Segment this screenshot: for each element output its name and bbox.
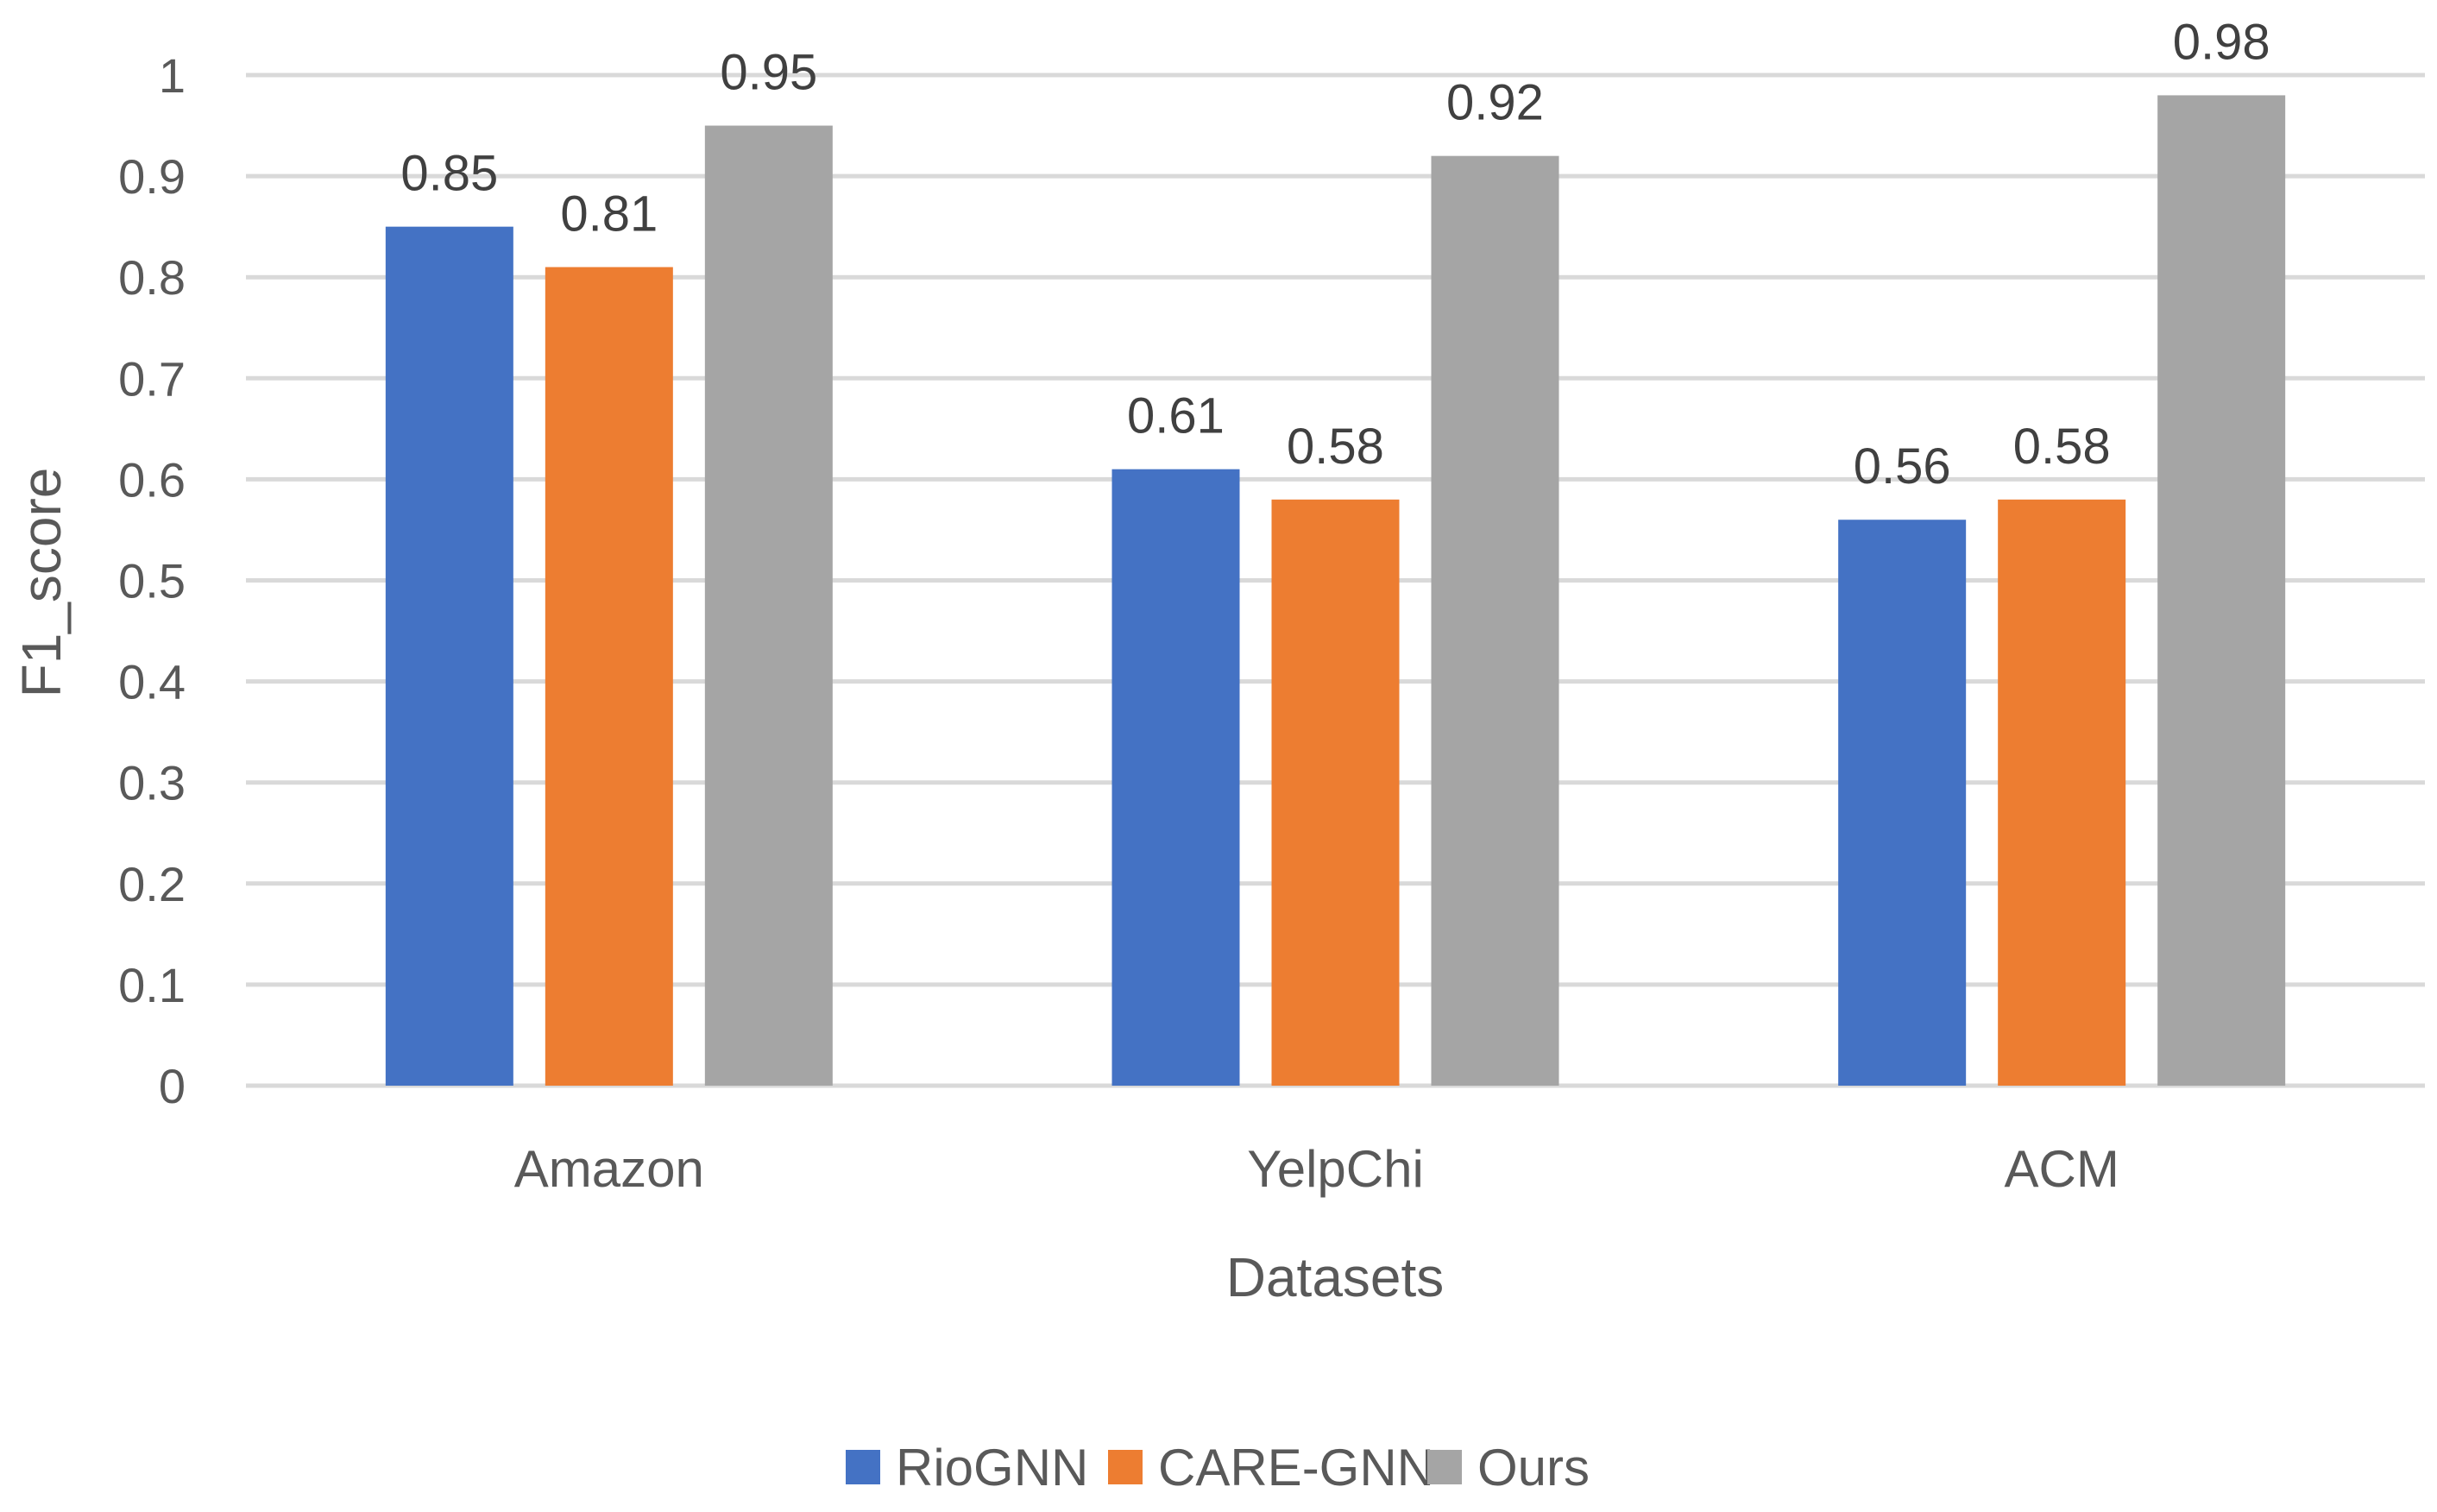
y-tick-label: 0.1 [118,958,186,1012]
data-label: 0.92 [1446,75,1544,131]
y-tick-label: 0.8 [118,250,186,305]
data-label: 0.81 [560,186,658,242]
data-label: 0.56 [1854,438,1951,495]
legend-item-riognn: RioGNN [846,1439,1088,1496]
bar-ours-acm [2157,95,2286,1086]
legend-swatch [1108,1450,1143,1484]
y-tick-label: 0.4 [118,655,186,709]
bar-ours-amazon [704,125,833,1086]
data-labels: 0.85 0.81 0.95 0.61 0.58 0.92 0.56 0.58 0.98 [400,14,2270,495]
data-label: 0.58 [2013,419,2111,475]
y-tick-label: 0.3 [118,756,186,810]
data-label: 0.61 [1127,388,1225,444]
y-tick-label: 0.7 [118,351,186,406]
bar-riognn-yelpchi [1111,469,1240,1086]
bar-riognn-acm [1838,520,1967,1086]
bars [385,95,2286,1087]
x-category-label: YelpChi [1247,1140,1424,1198]
x-axis-title: Datasets [1226,1246,1445,1308]
y-axis-title: F1_score [10,468,72,698]
legend-item-care-gnn: CARE-GNN [1108,1439,1434,1496]
y-tick-label: 0.6 [118,452,186,507]
legend-label: CARE-GNN [1158,1439,1434,1496]
data-label: 0.98 [2173,14,2270,70]
bar-care-gnn-acm [1998,499,2126,1086]
legend: RioGNN CARE-GNN Ours [846,1439,1590,1496]
legend-swatch [1427,1450,1462,1484]
data-label: 0.58 [1287,419,1384,475]
y-tick-label: 0 [159,1059,186,1113]
x-category-label: Amazon [514,1140,704,1198]
data-label: 0.95 [720,45,817,101]
legend-label: RioGNN [896,1439,1088,1496]
legend-label: Ours [1477,1439,1590,1496]
bar-ours-yelpchi [1431,155,1559,1087]
y-tick-label: 0.9 [118,149,186,204]
y-tick-label: 1 [159,48,186,103]
y-axis-ticks: 0 0.1 0.2 0.3 0.4 0.5 0.6 0.7 0.8 0.9 1 [118,48,186,1113]
bar-care-gnn-yelpchi [1271,499,1400,1086]
data-label: 0.85 [400,146,498,202]
x-axis-categories: Amazon YelpChi ACM [514,1140,2119,1198]
x-category-label: ACM [2004,1140,2119,1198]
bar-riognn-amazon [385,226,513,1086]
legend-swatch [846,1450,880,1484]
legend-item-ours: Ours [1427,1439,1590,1496]
y-tick-label: 0.2 [118,857,186,911]
bar-care-gnn-amazon [545,267,673,1086]
y-tick-label: 0.5 [118,554,186,608]
